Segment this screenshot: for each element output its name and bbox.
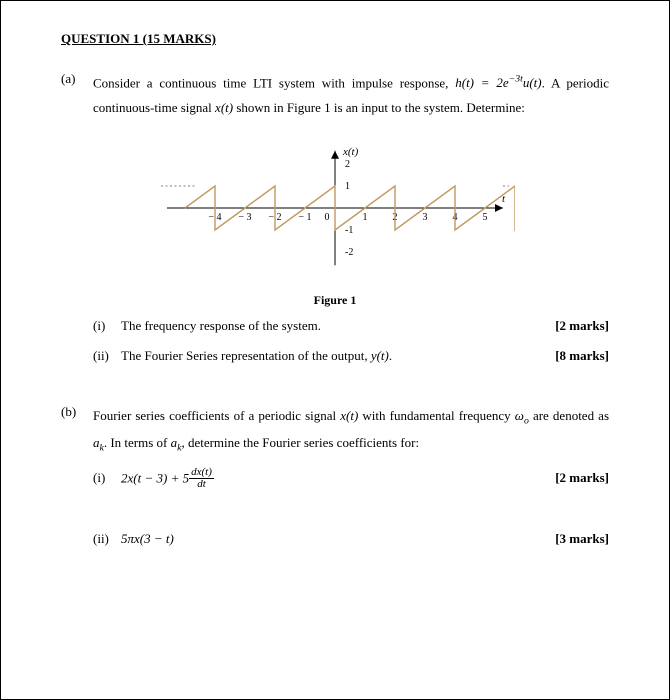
svg-text:-2: -2 bbox=[345, 247, 353, 258]
figure-svg: x(t)t− 4− 3− 2− 1012345-2-112 bbox=[155, 133, 515, 283]
pb-t1: Fourier series coefficients of a periodi… bbox=[93, 408, 340, 423]
part-b: (b) Fourier series coefficients of a per… bbox=[61, 404, 609, 458]
a-ii-text: The Fourier Series representation of the… bbox=[121, 348, 537, 364]
pb-omega: ωo bbox=[515, 408, 529, 423]
pb-xt: x(t) bbox=[340, 408, 358, 423]
part-a-ii: (ii) The Fourier Series representation o… bbox=[93, 348, 609, 364]
svg-text:3: 3 bbox=[423, 212, 428, 223]
pb-t3: are denoted as bbox=[529, 408, 609, 423]
a-ii-t2: . bbox=[389, 348, 392, 363]
pb-t5: , determine the Fourier series coefficie… bbox=[181, 435, 419, 450]
pb-ak1: ak bbox=[93, 435, 104, 450]
pa-impulse: h(t) = 2e−3tu(t) bbox=[455, 75, 541, 90]
question-heading: QUESTION 1 (15 MARKS) bbox=[61, 31, 609, 47]
a-ii-yt: y(t) bbox=[371, 348, 389, 363]
svg-text:0: 0 bbox=[325, 212, 330, 223]
svg-text:-1: -1 bbox=[345, 225, 353, 236]
pb-t2: with fundamental frequency bbox=[358, 408, 514, 423]
b-ii-marks: [3 marks] bbox=[537, 531, 609, 547]
b-i-den: dt bbox=[189, 479, 214, 490]
a-ii-marks: [8 marks] bbox=[537, 348, 609, 364]
a-ii-t1: The Fourier Series representation of the… bbox=[121, 348, 371, 363]
b-i-expr: 2x(t − 3) + 5dx(t)dt bbox=[121, 468, 537, 491]
part-b-i: (i) 2x(t − 3) + 5dx(t)dt [2 marks] bbox=[93, 468, 609, 491]
part-b-label: (b) bbox=[61, 404, 93, 458]
part-a: (a) Consider a continuous time LTI syste… bbox=[61, 71, 609, 121]
a-i-marks: [2 marks] bbox=[537, 318, 609, 334]
b-ii-label: (ii) bbox=[93, 531, 121, 547]
pb-omega-sym: ω bbox=[515, 408, 524, 423]
svg-text:5: 5 bbox=[483, 212, 488, 223]
svg-text:2: 2 bbox=[345, 159, 350, 170]
a-i-label: (i) bbox=[93, 318, 121, 334]
pa-xt: x(t) bbox=[215, 100, 233, 115]
b-i-prefix: 2x(t − 3) + 5 bbox=[121, 470, 189, 485]
a-ii-label: (ii) bbox=[93, 348, 121, 364]
svg-text:1: 1 bbox=[345, 181, 350, 192]
b-i-marks: [2 marks] bbox=[537, 470, 609, 486]
b-i-label: (i) bbox=[93, 470, 121, 486]
pa-t1: Consider a continuous time LTI system wi… bbox=[93, 75, 455, 90]
svg-text:x(t): x(t) bbox=[342, 146, 359, 158]
svg-text:− 1: − 1 bbox=[298, 212, 311, 223]
part-b-body: Fourier series coefficients of a periodi… bbox=[93, 404, 609, 458]
b-ii-expr: 5πx(3 − t) bbox=[121, 531, 537, 547]
part-a-i: (i) The frequency response of the system… bbox=[93, 318, 609, 334]
figure-1: x(t)t− 4− 3− 2− 1012345-2-112 bbox=[61, 133, 609, 287]
svg-text:1: 1 bbox=[363, 212, 368, 223]
a-i-text: The frequency response of the system. bbox=[121, 318, 537, 334]
figure-caption: Figure 1 bbox=[61, 293, 609, 308]
part-a-body: Consider a continuous time LTI system wi… bbox=[93, 71, 609, 121]
pa-t3: shown in Figure 1 is an input to the sys… bbox=[233, 100, 525, 115]
pb-t4: . In terms of bbox=[104, 435, 171, 450]
part-b-ii: (ii) 5πx(3 − t) [3 marks] bbox=[93, 531, 609, 547]
svg-text:− 3: − 3 bbox=[238, 212, 251, 223]
pb-ak2: ak bbox=[171, 435, 182, 450]
part-a-label: (a) bbox=[61, 71, 93, 121]
b-i-frac: dx(t)dt bbox=[189, 467, 214, 490]
